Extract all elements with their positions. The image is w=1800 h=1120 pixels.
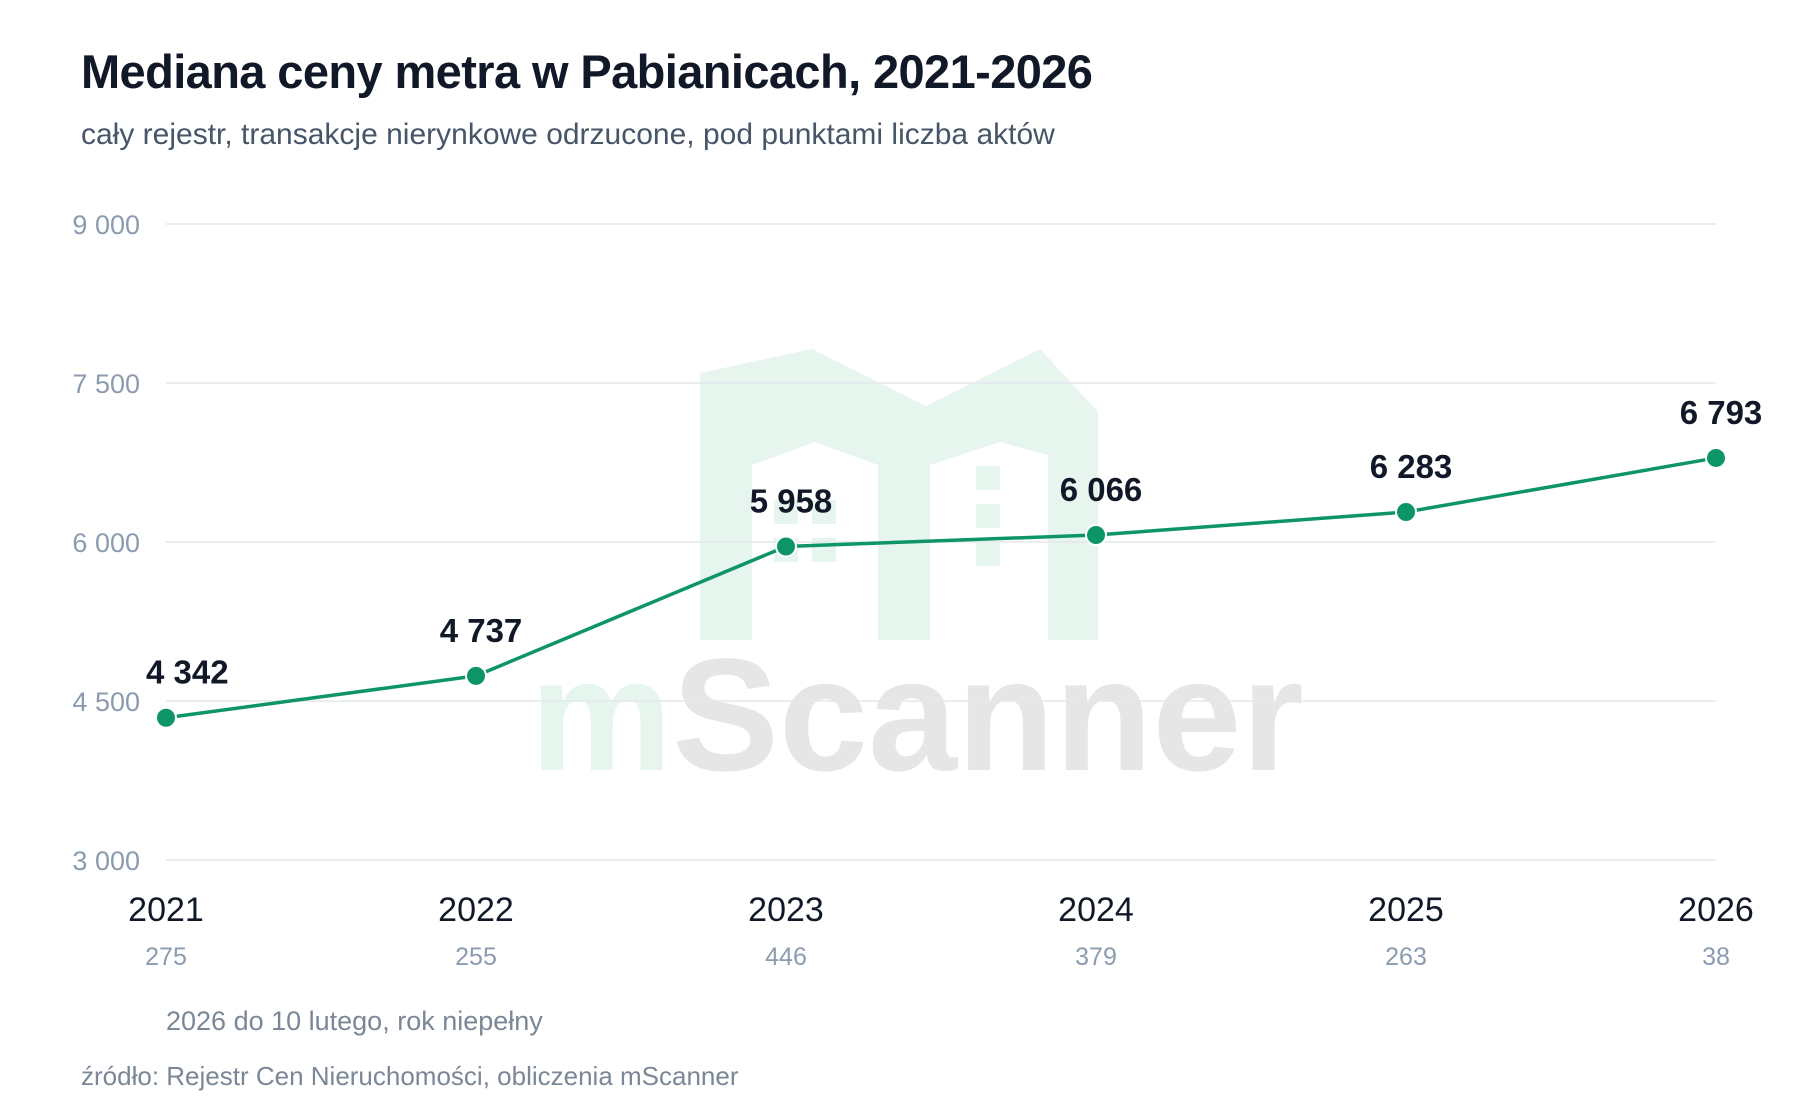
- data-point: [1395, 501, 1417, 524]
- x-tick-label: 2021: [128, 891, 204, 929]
- y-tick-label: 4 500: [72, 687, 140, 717]
- y-tick-label: 3 000: [72, 846, 140, 876]
- x-tick-label: 2024: [1058, 891, 1134, 929]
- data-label: 5 958: [750, 482, 833, 519]
- data-label: 4 737: [440, 612, 523, 649]
- count-label: 263: [1385, 943, 1427, 971]
- data-point: [1705, 446, 1727, 469]
- chart-subtitle: cały rejestr, transakcje nierynkowe odrz…: [81, 118, 1055, 151]
- watermark-text: mScanner: [530, 625, 1304, 804]
- data-label: 6 066: [1060, 471, 1143, 508]
- data-point: [465, 664, 487, 687]
- series-line: 4 342 4 737 5 958 6 066 6 283 6 793: [146, 394, 1763, 729]
- source-note: źródło: Rejestr Cen Nieruchomości, oblic…: [81, 1061, 739, 1091]
- data-label: 6 283: [1370, 448, 1453, 485]
- footnote: 2026 do 10 lutego, rok niepełny: [166, 1006, 543, 1036]
- x-axis: 2021 275 2022 255 2023 446 2024 379 2025 263 2026 3…: [128, 891, 1754, 971]
- watermark-text-m: m: [530, 625, 672, 804]
- y-tick-label: 6 000: [72, 528, 140, 558]
- count-label: 255: [455, 943, 497, 971]
- logo-window: [812, 500, 836, 524]
- data-point: [775, 535, 797, 558]
- y-axis: 3 000 4 500 6 000 7 500 9 000: [72, 210, 140, 876]
- x-tick-label: 2026: [1678, 891, 1754, 929]
- logo-window: [976, 504, 1000, 528]
- watermark-text-rest: Scanner: [672, 625, 1303, 804]
- count-label: 38: [1702, 943, 1730, 971]
- series-path: [165, 456, 1717, 720]
- x-tick-label: 2023: [748, 891, 824, 929]
- chart-title: Mediana ceny metra w Pabianicach, 2021-2…: [81, 45, 1093, 98]
- data-label: 6 793: [1680, 394, 1763, 431]
- data-point: [1085, 524, 1107, 547]
- count-label: 275: [145, 943, 187, 971]
- y-tick-label: 7 500: [72, 369, 140, 399]
- data-label: 4 342: [146, 654, 229, 691]
- logo-window: [774, 500, 798, 524]
- watermark-logo: mScanner: [530, 349, 1304, 804]
- x-tick-label: 2022: [438, 891, 514, 929]
- y-tick-label: 9 000: [72, 210, 140, 240]
- count-label: 379: [1075, 943, 1117, 971]
- data-point: [155, 706, 177, 729]
- house-m-logo-icon: [700, 349, 1098, 640]
- count-label: 446: [765, 943, 807, 971]
- logo-window: [976, 542, 1000, 566]
- x-tick-label: 2025: [1368, 891, 1444, 929]
- logo-window: [976, 466, 1000, 490]
